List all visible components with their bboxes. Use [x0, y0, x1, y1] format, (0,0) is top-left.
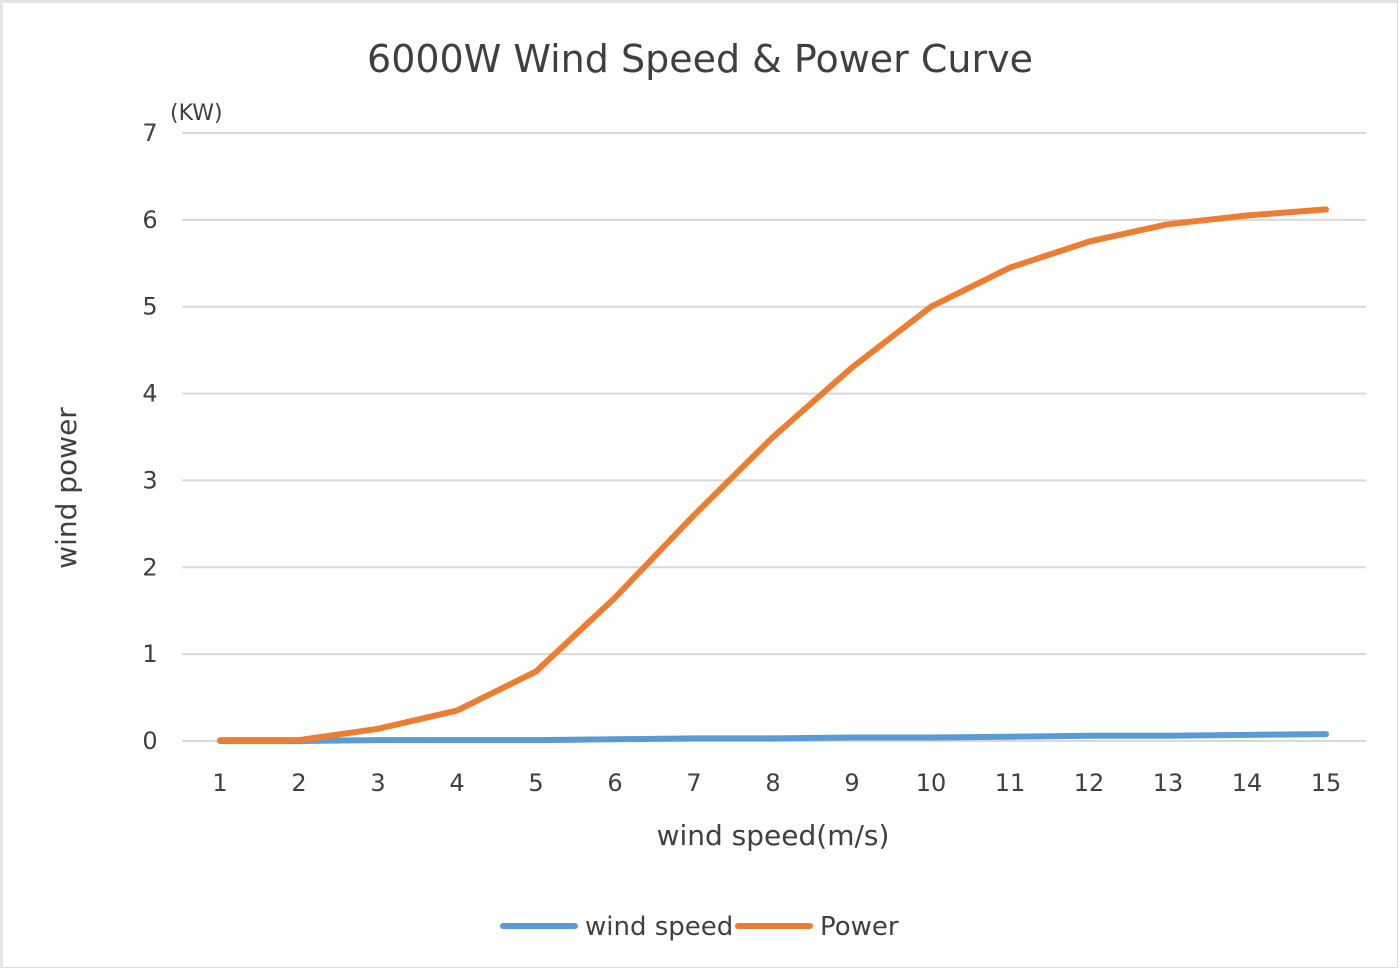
y-tick-label: 4 [142, 380, 157, 408]
grid-lines [182, 132, 1366, 742]
x-tick-label: 9 [844, 769, 859, 797]
x-tick-labels: 1 2 3 4 5 6 7 8 9 10 11 12 13 14 15 [212, 769, 1341, 797]
x-tick-label: 4 [449, 769, 464, 797]
y-tick-label: 6 [142, 206, 157, 234]
y-tick-label: 0 [142, 727, 157, 755]
y-axis-label: wind power [50, 407, 83, 569]
y-tick-label: 2 [142, 553, 157, 581]
x-tick-label: 14 [1232, 769, 1263, 797]
series-lines [217, 206, 1329, 744]
y-tick-label: 1 [142, 640, 157, 668]
legend: wind speed Power [500, 912, 899, 942]
x-tick-label: 3 [370, 769, 385, 797]
series-line-power [217, 206, 1329, 744]
x-tick-label: 1 [212, 769, 227, 797]
x-tick-label: 13 [1153, 769, 1184, 797]
x-tick-label: 12 [1074, 769, 1105, 797]
x-axis-label: wind speed(m/s) [657, 819, 890, 852]
x-tick-label: 15 [1311, 769, 1342, 797]
y-axis-unit: (KW) [170, 101, 223, 126]
x-tick-label: 2 [291, 769, 306, 797]
legend-label: wind speed [585, 912, 733, 942]
y-tick-label: 5 [142, 293, 157, 321]
y-tick-labels: 0 1 2 3 4 5 6 7 [142, 119, 157, 755]
series-line-wind-speed [217, 731, 1329, 744]
x-tick-label: 5 [528, 769, 543, 797]
x-tick-label: 11 [995, 769, 1026, 797]
x-tick-label: 7 [686, 769, 701, 797]
y-tick-label: 7 [142, 119, 157, 147]
x-tick-label: 10 [916, 769, 947, 797]
y-tick-label: 3 [142, 466, 157, 494]
x-tick-label: 8 [765, 769, 780, 797]
legend-label: Power [820, 912, 899, 942]
x-tick-label: 6 [607, 769, 622, 797]
chart-title: 6000W Wind Speed & Power Curve [367, 37, 1033, 81]
